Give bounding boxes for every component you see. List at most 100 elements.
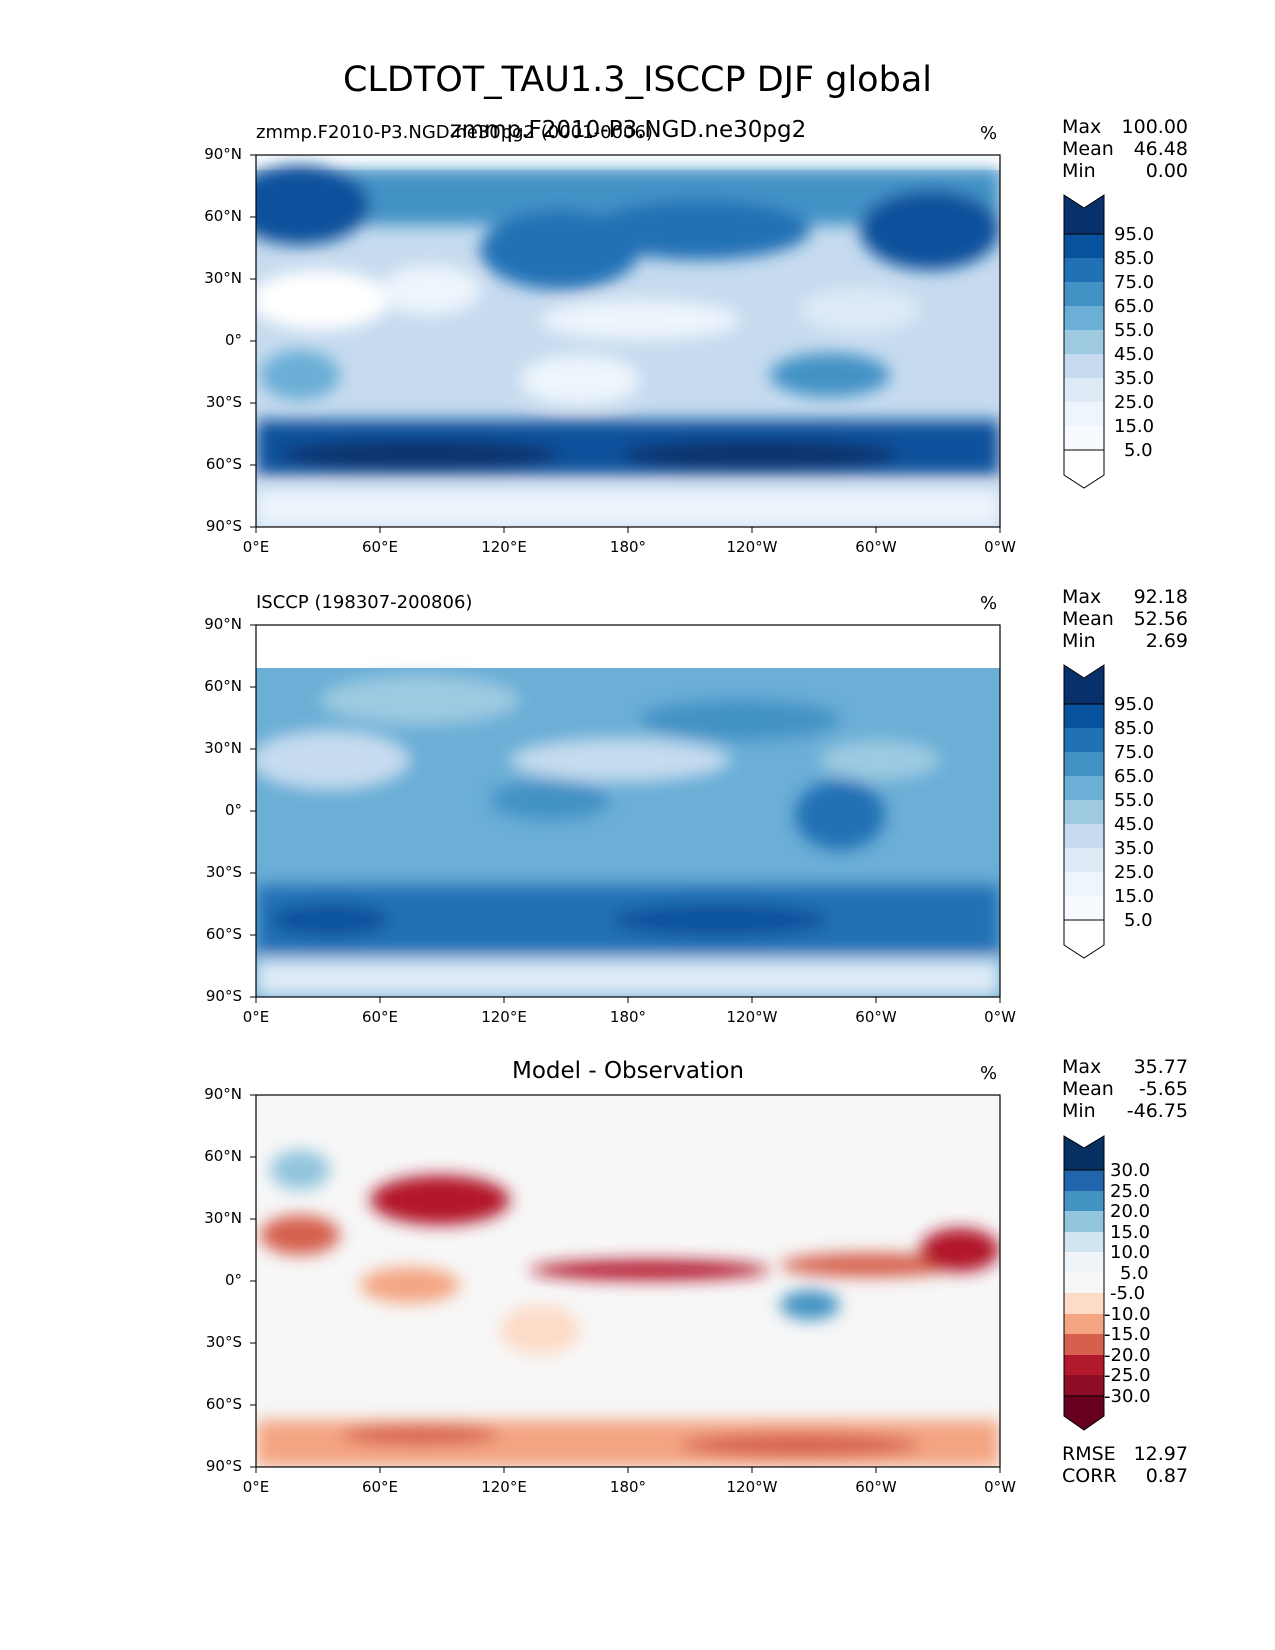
cb2-label: 35.0 — [1114, 838, 1155, 859]
panel-obs-stat-max-label: Max — [1062, 586, 1102, 608]
p1-xtick-60e: 60°E — [361, 538, 399, 556]
p1-ytick-60s: 60°S — [205, 455, 242, 473]
panel-model-stat-mean-label: Mean — [1062, 138, 1114, 160]
panel-diff-rmse-value: 12.97 — [1133, 1443, 1188, 1465]
panel-diff-stat-max-label: Max — [1062, 1056, 1102, 1078]
cb2-label: 25.0 — [1114, 862, 1155, 883]
cb1-label: 5.0 — [1124, 440, 1153, 461]
panel-obs-stat-min-label: Min — [1062, 630, 1096, 652]
p3-ytick-90n: 90°N — [204, 1085, 242, 1103]
p2-xtick-120w: 120°W — [726, 1008, 778, 1026]
cb3-label: -30.0 — [1104, 1386, 1151, 1407]
panel-model-center-title: zmmp.F2010-P3.NGD.ne30pg2 — [449, 117, 807, 143]
cb3-label: -10.0 — [1104, 1304, 1151, 1325]
cb1-label: 65.0 — [1114, 296, 1155, 317]
p1-xtick-60w: 60°W — [855, 538, 897, 556]
panel-diff-stat-max-value: 35.77 — [1133, 1056, 1188, 1078]
panel-diff-stat-mean-value: -5.65 — [1138, 1078, 1188, 1100]
p3-ytick-30n: 30°N — [204, 1209, 242, 1227]
p2-ytick-90n: 90°N — [204, 615, 242, 633]
p2-ytick-eq: 0° — [224, 801, 242, 819]
p2-xtick-60w: 60°W — [855, 1008, 897, 1026]
p2-xtick-0e: 0°E — [242, 1008, 270, 1026]
cb3-label: -15.0 — [1104, 1324, 1151, 1345]
p3-ytick-eq: 0° — [224, 1271, 242, 1289]
p1-xtick-120w: 120°W — [726, 538, 778, 556]
cb1-label: 95.0 — [1114, 224, 1155, 245]
panel-diff-center-title: Model - Observation — [511, 1058, 745, 1084]
panel-model-stat-max-label: Max — [1062, 116, 1102, 138]
panel-obs-stat-min-value: 2.69 — [1145, 630, 1188, 652]
p3-ytick-60s: 60°S — [205, 1395, 242, 1413]
p1-ytick-60n: 60°N — [204, 207, 242, 225]
colorbar-model — [1063, 194, 1105, 489]
p2-xtick-180: 180° — [609, 1008, 647, 1026]
panel-diff-rmse-label: RMSE — [1062, 1443, 1116, 1465]
p3-ytick-30s: 30°S — [205, 1333, 242, 1351]
p2-ytick-30n: 30°N — [204, 739, 242, 757]
p2-ytick-60n: 60°N — [204, 677, 242, 695]
panel-model-left-title: zmmp.F2010-P3.NGD.ne30pg2 (0001-0006) — [256, 122, 653, 143]
panel-obs-stat-mean-value: 52.56 — [1133, 608, 1188, 630]
cb2-label: 65.0 — [1114, 766, 1155, 787]
p1-ytick-eq: 0° — [224, 331, 242, 349]
panel-model-map — [255, 154, 1001, 528]
panel-diff-corr-value: 0.87 — [1145, 1465, 1188, 1487]
panel-obs-map — [255, 624, 1001, 998]
cb3-label: 10.0 — [1110, 1242, 1151, 1263]
cb2-label: 15.0 — [1114, 886, 1155, 907]
cb3-label: 30.0 — [1110, 1160, 1151, 1181]
p1-xtick-120e: 120°E — [481, 538, 527, 556]
p3-xtick-120e: 120°E — [481, 1478, 527, 1496]
p3-ytick-60n: 60°N — [204, 1147, 242, 1165]
p1-xtick-0w: 0°W — [984, 538, 1016, 556]
cb1-label: 45.0 — [1114, 344, 1155, 365]
p1-xtick-180: 180° — [609, 538, 647, 556]
panel-model-stat-mean-value: 46.48 — [1133, 138, 1188, 160]
cb2-label: 95.0 — [1114, 694, 1155, 715]
cb2-label: 45.0 — [1114, 814, 1155, 835]
p1-ytick-30s: 30°S — [205, 393, 242, 411]
colorbar-obs — [1063, 664, 1105, 959]
cb1-label: 25.0 — [1114, 392, 1155, 413]
cb3-label: 5.0 — [1120, 1263, 1149, 1284]
p3-ytick-90s: 90°S — [205, 1457, 242, 1475]
cb3-label: -20.0 — [1104, 1345, 1151, 1366]
cb3-label: 15.0 — [1110, 1222, 1151, 1243]
panel-diff-stat-min-value: -46.75 — [1126, 1100, 1188, 1122]
p1-xtick-0e: 0°E — [242, 538, 270, 556]
p2-ytick-30s: 30°S — [205, 863, 242, 881]
panel-obs-stat-max-value: 92.18 — [1133, 586, 1188, 608]
cb2-label: 75.0 — [1114, 742, 1155, 763]
p3-xtick-60w: 60°W — [855, 1478, 897, 1496]
cb2-label: 55.0 — [1114, 790, 1155, 811]
cb2-label: 85.0 — [1114, 718, 1155, 739]
p2-ytick-90s: 90°S — [205, 987, 242, 1005]
panel-diff-stat-min-label: Min — [1062, 1100, 1096, 1122]
panel-obs-stat-mean-label: Mean — [1062, 608, 1114, 630]
p2-xtick-60e: 60°E — [361, 1008, 399, 1026]
cb1-label: 75.0 — [1114, 272, 1155, 293]
panel-diff-units: % — [980, 1063, 998, 1084]
p3-xtick-0w: 0°W — [984, 1478, 1016, 1496]
cb3-label: 20.0 — [1110, 1201, 1151, 1222]
cb1-label: 35.0 — [1114, 368, 1155, 389]
panel-obs-units: % — [980, 593, 998, 614]
panel-diff-map — [255, 1094, 1001, 1468]
p2-ytick-60s: 60°S — [205, 925, 242, 943]
panel-model-stat-min-value: 0.00 — [1145, 160, 1188, 182]
cb3-label: -25.0 — [1104, 1365, 1151, 1386]
cb1-label: 85.0 — [1114, 248, 1155, 269]
p2-xtick-0w: 0°W — [984, 1008, 1016, 1026]
cb3-label: -5.0 — [1110, 1283, 1146, 1304]
cb1-label: 55.0 — [1114, 320, 1155, 341]
panel-diff-stat-mean-label: Mean — [1062, 1078, 1114, 1100]
panel-model-stat-max-value: 100.00 — [1121, 116, 1188, 138]
figure-title: CLDTOT_TAU1.3_ISCCP DJF global — [342, 60, 932, 100]
p1-ytick-90s: 90°S — [205, 517, 242, 535]
p3-xtick-180: 180° — [609, 1478, 647, 1496]
p3-xtick-120w: 120°W — [726, 1478, 778, 1496]
cb1-label: 15.0 — [1114, 416, 1155, 437]
panel-diff-corr-label: CORR — [1062, 1465, 1117, 1487]
